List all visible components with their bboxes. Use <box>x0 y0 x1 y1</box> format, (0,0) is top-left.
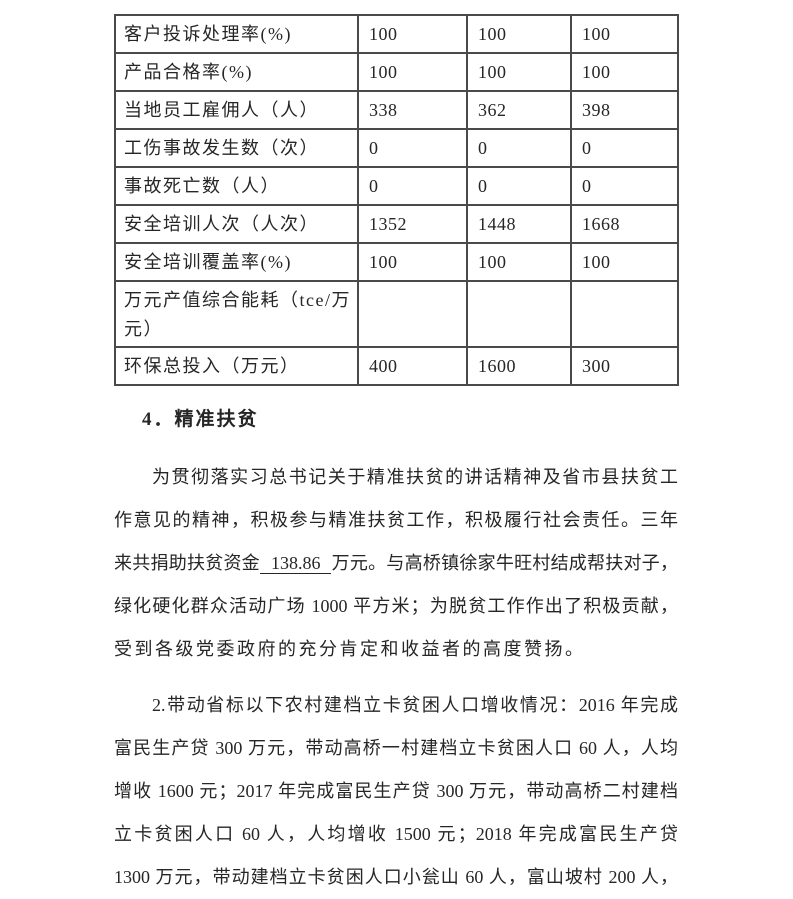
table-row: 工伤事故发生数（次） 0 0 0 <box>114 128 679 168</box>
body-paragraphs: 为贯彻落实习总书记关于精准扶贫的讲话精神及省市县扶贫工作意见的精神，积极参与精准… <box>114 456 678 899</box>
table-row: 当地员工雇佣人（人） 338 362 398 <box>114 90 679 130</box>
text-segment: 万元。与高桥镇徐家牛旺村结成帮扶对子， <box>331 553 679 573</box>
indicator-value: 1668 <box>570 204 679 244</box>
indicator-label: 万元产值综合能耗（tce/万元） <box>114 280 359 348</box>
indicator-value: 0 <box>466 128 572 168</box>
indicator-value: 400 <box>357 346 468 386</box>
indicator-value: 100 <box>466 242 572 282</box>
text-line: 作意见的精神，积极参与精准扶贫工作，积极履行社会责任。三年 <box>114 499 678 542</box>
csr-indicator-table: 客户投诉处理率(%) 100 100 100 产品合格率(%) 100 100 100 当地员工… <box>114 14 679 386</box>
indicator-value: 100 <box>570 52 679 92</box>
text-line: 绿化硬化群众活动广场 1000 平方米；为脱贫工作作出了积极贡献， <box>114 585 678 628</box>
table-row: 环保总投入（万元） 400 1600 300 <box>114 346 679 386</box>
text-segment: 增收 1600 元；2017 年完成富民生产贷 300 万元，带动高桥二村建档 <box>114 781 678 801</box>
indicator-label: 环保总投入（万元） <box>114 346 359 386</box>
indicator-value: 0 <box>570 166 679 206</box>
text-segment: 富民生产贷 300 万元，带动高桥一村建档立卡贫困人口 60 人，人均 <box>114 738 678 758</box>
para-poverty-detail: 2.带动省标以下农村建档立卡贫困人口增收情况：2016 年完成富民生产贷 300… <box>114 684 678 899</box>
para-poverty-overview: 为贯彻落实习总书记关于精准扶贫的讲话精神及省市县扶贫工作意见的精神，积极参与精准… <box>114 456 678 671</box>
text-line: 2.带动省标以下农村建档立卡贫困人口增收情况：2016 年完成 <box>114 684 678 727</box>
indicator-label: 客户投诉处理率(%) <box>114 14 359 54</box>
text-segment: 立卡贫困人口 60 人，人均增收 1500 元；2018 年完成富民生产贷 <box>114 824 678 844</box>
indicator-value: 0 <box>357 128 468 168</box>
text-segment: 受到各级党委政府的充分肯定和收益者的高度赞扬。 <box>114 639 586 659</box>
indicator-value: 100 <box>570 14 679 54</box>
donation-amount-underlined: 138.86 <box>259 553 332 574</box>
indicator-value: 1600 <box>466 346 572 386</box>
indicator-value: 300 <box>570 346 679 386</box>
indicator-value <box>466 280 572 348</box>
text-line: 富民生产贷 300 万元，带动高桥一村建档立卡贫困人口 60 人，人均 <box>114 727 678 770</box>
text-segment: 1300 万元，带动建档立卡贫困人口小瓮山 60 人，富山坡村 200 人， <box>114 867 678 887</box>
text-segment: 来共捐助扶贫资金 <box>114 553 260 573</box>
indicator-value: 0 <box>466 166 572 206</box>
indicator-value: 100 <box>357 242 468 282</box>
table-row: 产品合格率(%) 100 100 100 <box>114 52 679 92</box>
text-segment: 绿化硬化群众活动广场 1000 平方米；为脱贫工作作出了积极贡献， <box>114 596 678 616</box>
indicator-label: 安全培训覆盖率(%) <box>114 242 359 282</box>
indicator-value: 0 <box>357 166 468 206</box>
indicator-label: 事故死亡数（人） <box>114 166 359 206</box>
indicator-value <box>570 280 679 348</box>
indicator-value: 100 <box>466 14 572 54</box>
text-segment: 作意见的精神，积极参与精准扶贫工作，积极履行社会责任。三年 <box>114 510 678 530</box>
table-row: 安全培训人次（人次） 1352 1448 1668 <box>114 204 679 244</box>
text-line: 为贯彻落实习总书记关于精准扶贫的讲话精神及省市县扶贫工 <box>114 456 678 499</box>
text-line: 增收 1600 元；2017 年完成富民生产贷 300 万元，带动高桥二村建档 <box>114 770 678 813</box>
indicator-value: 100 <box>357 52 468 92</box>
text-line: 受到各级党委政府的充分肯定和收益者的高度赞扬。 <box>114 628 678 671</box>
indicator-label: 产品合格率(%) <box>114 52 359 92</box>
indicator-label: 当地员工雇佣人（人） <box>114 90 359 130</box>
section-heading-precision-poverty-alleviation: 4．精准扶贫 <box>142 409 259 430</box>
indicator-value: 100 <box>466 52 572 92</box>
text-segment: 2.带动省标以下农村建档立卡贫困人口增收情况：2016 年完成 <box>152 695 678 715</box>
table-row: 安全培训覆盖率(%) 100 100 100 <box>114 242 679 282</box>
text-line: 立卡贫困人口 60 人，人均增收 1500 元；2018 年完成富民生产贷 <box>114 813 678 856</box>
table-row: 客户投诉处理率(%) 100 100 100 <box>114 14 679 54</box>
text-line: 1300 万元，带动建档立卡贫困人口小瓮山 60 人，富山坡村 200 人， <box>114 856 678 899</box>
table-row: 事故死亡数（人） 0 0 0 <box>114 166 679 206</box>
indicator-value: 100 <box>357 14 468 54</box>
indicator-label: 安全培训人次（人次） <box>114 204 359 244</box>
indicator-value: 1448 <box>466 204 572 244</box>
indicator-label: 工伤事故发生数（次） <box>114 128 359 168</box>
table-row: 万元产值综合能耗（tce/万元） <box>114 280 679 348</box>
text-segment: 为贯彻落实习总书记关于精准扶贫的讲话精神及省市县扶贫工 <box>152 467 678 487</box>
indicator-value: 0 <box>570 128 679 168</box>
indicator-value: 398 <box>570 90 679 130</box>
indicator-value: 1352 <box>357 204 468 244</box>
indicator-value: 362 <box>466 90 572 130</box>
indicator-value: 338 <box>357 90 468 130</box>
text-line: 来共捐助扶贫资金 138.86 万元。与高桥镇徐家牛旺村结成帮扶对子， <box>114 542 678 585</box>
indicator-value <box>357 280 468 348</box>
indicator-value: 100 <box>570 242 679 282</box>
indicator-table-body: 客户投诉处理率(%) 100 100 100 产品合格率(%) 100 100 100 当地员工… <box>114 14 679 386</box>
